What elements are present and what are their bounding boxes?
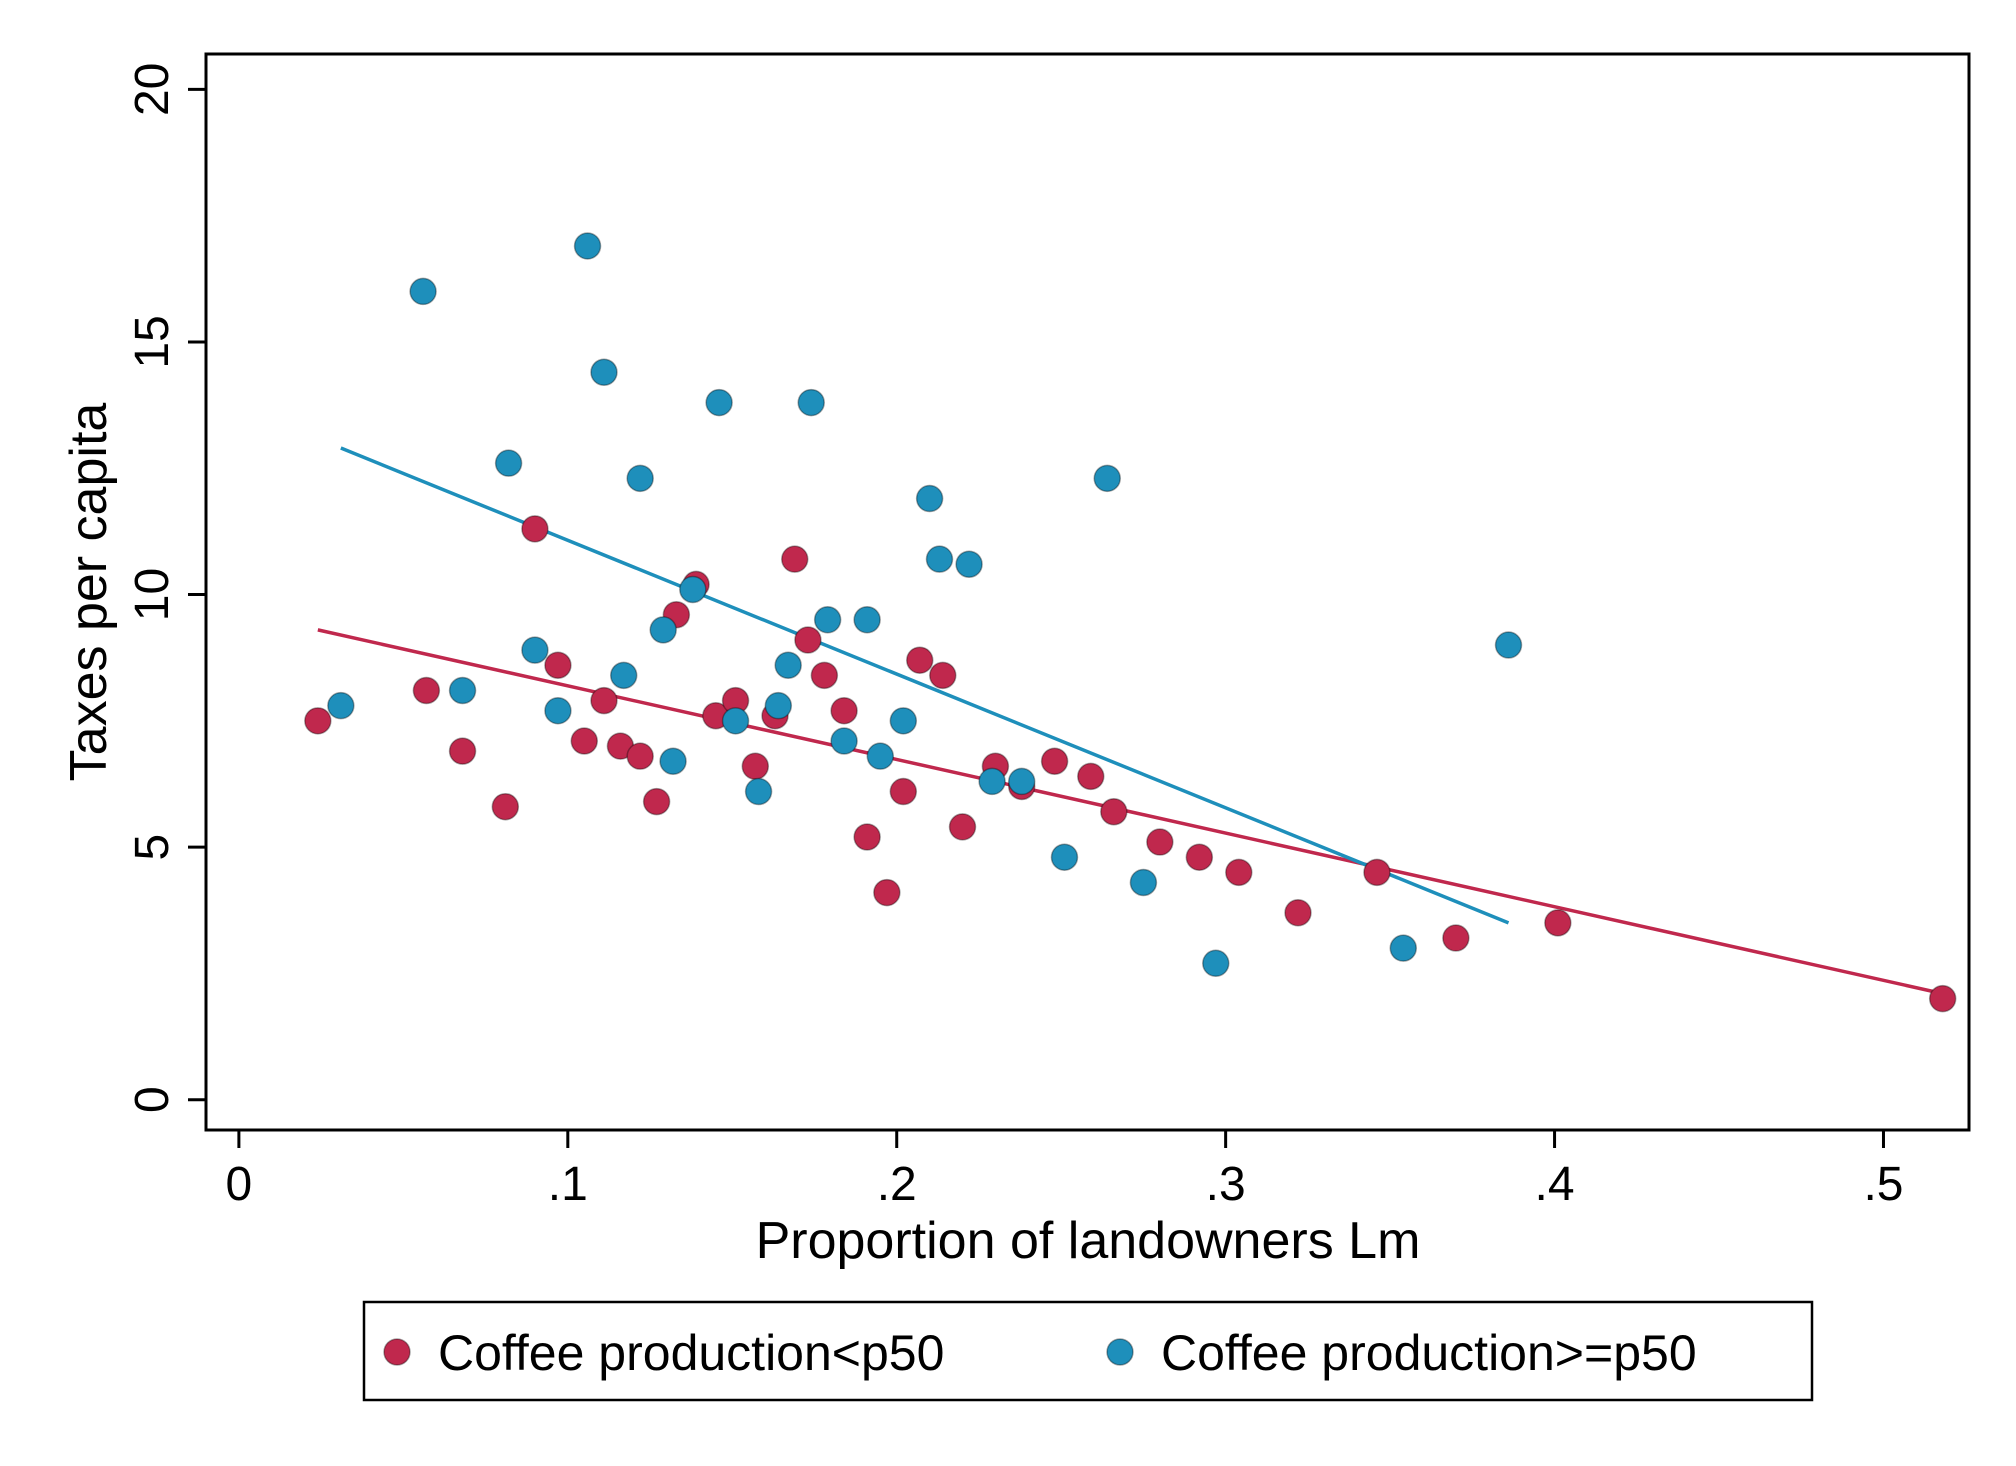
data-point-series-0 [1040, 747, 1069, 775]
data-points [304, 232, 1957, 1013]
data-point-series-0 [1442, 924, 1470, 952]
data-point-series-0 [1284, 899, 1312, 927]
data-point-series-0 [906, 646, 934, 674]
data-point-series-0 [1928, 984, 1957, 1013]
x-tick-label: .3 [1206, 1158, 1246, 1211]
legend-label-low-coffee: Coffee production<p50 [438, 1325, 944, 1381]
data-point-series-1 [744, 777, 773, 806]
data-point-series-1 [978, 767, 1006, 796]
plot-area-frame [204, 52, 1971, 1132]
data-point-series-0 [1544, 909, 1572, 937]
data-point-series-1 [626, 464, 654, 493]
data-point-series-1 [590, 358, 618, 387]
data-point-series-0 [948, 813, 977, 841]
data-point-series-1 [448, 676, 477, 705]
data-point-series-0 [590, 686, 618, 715]
data-point-series-1 [764, 691, 793, 720]
data-point-series-1 [609, 661, 638, 690]
data-point-series-1 [649, 616, 677, 644]
data-point-series-1 [830, 727, 858, 755]
data-point-series-0 [544, 651, 572, 679]
data-point-series-0 [873, 878, 901, 907]
x-tick-label: .5 [1863, 1158, 1903, 1211]
data-point-series-1 [1129, 868, 1158, 897]
data-point-series-0 [810, 661, 839, 690]
data-point-series-0 [570, 727, 599, 755]
y-tick-label: 0 [126, 1086, 179, 1113]
legend-marker-high-coffee [1106, 1338, 1134, 1366]
x-tick-label: .1 [548, 1158, 588, 1211]
y-tick-label: 20 [126, 63, 179, 116]
data-point-series-0 [889, 777, 918, 806]
legend-marker-low-coffee [383, 1338, 411, 1366]
y-axis-ticks: 0 5 10 15 20 [126, 63, 206, 1113]
data-point-series-1 [813, 606, 842, 634]
data-point-series-1 [659, 747, 687, 775]
data-point-series-1 [409, 277, 437, 306]
data-point-series-1 [1050, 843, 1079, 871]
data-point-series-1 [721, 707, 750, 735]
data-point-series-1 [1093, 464, 1121, 493]
data-point-series-1 [853, 606, 881, 634]
data-point-series-0 [741, 752, 770, 781]
data-point-series-1 [521, 636, 549, 664]
data-point-series-0 [304, 707, 332, 735]
x-axis-title: Proportion of landowners Lm [756, 1212, 1421, 1270]
x-tick-label: .2 [877, 1158, 917, 1211]
data-point-series-1 [1007, 767, 1036, 796]
data-point-series-0 [642, 787, 671, 816]
data-point-series-0 [1100, 797, 1128, 826]
data-point-series-0 [412, 676, 441, 705]
data-point-series-0 [626, 742, 654, 770]
data-point-series-0 [1146, 828, 1174, 856]
data-point-series-1 [866, 742, 895, 770]
data-point-series-0 [521, 515, 549, 543]
data-point-series-1 [705, 388, 733, 417]
data-point-series-1 [889, 707, 918, 735]
data-point-series-1 [955, 550, 983, 578]
data-point-series-1 [327, 691, 355, 720]
y-axis-title: Taxes per capita [60, 403, 118, 782]
data-point-series-0 [1363, 858, 1391, 887]
data-point-series-0 [448, 737, 477, 765]
y-tick-label: 10 [126, 568, 179, 621]
fit-line-series-0 [317, 628, 1944, 996]
data-point-series-0 [1185, 843, 1214, 871]
data-point-series-1 [1202, 949, 1230, 978]
x-tick-label: 0 [226, 1158, 253, 1211]
x-axis-ticks: 0 .1 .2 .3 .4 .5 [226, 1130, 1903, 1211]
data-point-series-1 [494, 449, 523, 477]
data-point-series-0 [491, 792, 520, 821]
data-point-series-1 [915, 484, 944, 513]
x-tick-label: .4 [1535, 1158, 1575, 1211]
data-point-series-1 [797, 388, 825, 417]
data-point-series-0 [853, 823, 881, 851]
data-point-series-1 [544, 696, 572, 725]
data-point-series-1 [1494, 631, 1523, 659]
data-point-series-1 [774, 651, 802, 679]
data-point-series-0 [781, 545, 809, 573]
data-point-series-1 [679, 575, 707, 604]
legend-box [362, 1300, 1814, 1402]
legend: Coffee production<p50 Coffee production>… [362, 1300, 1814, 1402]
data-point-series-1 [573, 232, 602, 260]
y-tick-label: 5 [126, 834, 179, 861]
data-point-series-0 [794, 626, 822, 654]
data-point-series-1 [1389, 934, 1418, 962]
data-point-series-0 [929, 661, 957, 690]
data-point-series-0 [830, 696, 858, 725]
data-point-series-0 [1077, 762, 1105, 791]
legend-label-high-coffee: Coffee production>=p50 [1161, 1325, 1697, 1381]
data-point-series-1 [925, 545, 954, 573]
y-tick-label: 15 [126, 315, 179, 368]
data-point-series-0 [1225, 858, 1253, 887]
